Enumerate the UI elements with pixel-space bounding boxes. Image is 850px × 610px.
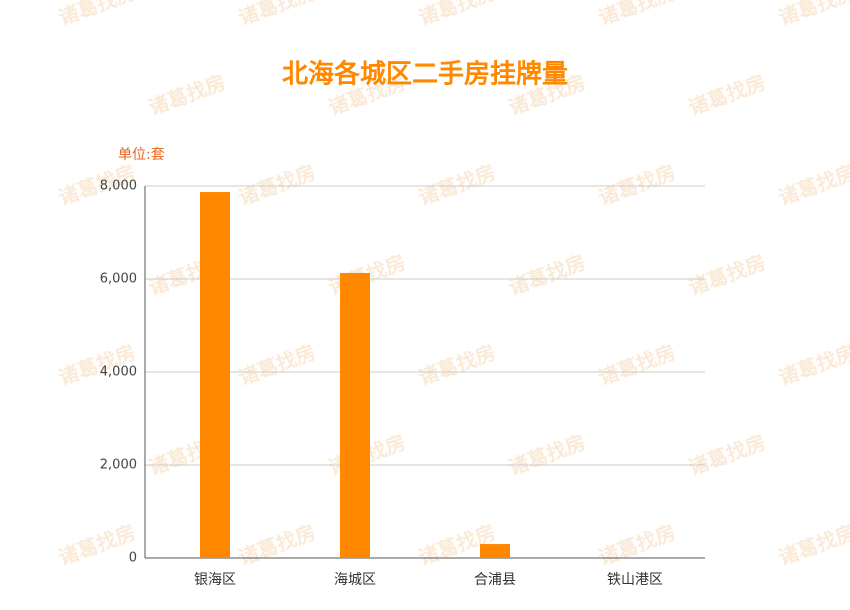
watermark: 诸葛找房 [55, 520, 138, 570]
x-tick-label: 银海区 [194, 572, 236, 588]
bar [340, 272, 370, 558]
watermark: 诸葛找房 [775, 340, 850, 390]
watermark: 诸葛找房 [595, 0, 678, 30]
x-tick-label: 合浦县 [474, 572, 516, 588]
watermark: 诸葛找房 [235, 0, 318, 30]
watermark: 诸葛找房 [415, 160, 498, 210]
y-tick-label: 2,000 [100, 458, 137, 473]
bar [480, 544, 510, 558]
watermark: 诸葛找房 [505, 430, 588, 480]
bar [200, 192, 230, 559]
x-tick-label: 铁山港区 [607, 572, 663, 588]
y-tick-label: 6,000 [100, 272, 137, 287]
watermark: 诸葛找房 [415, 0, 498, 30]
watermark: 诸葛找房 [595, 160, 678, 210]
y-unit-label: 单位:套 [118, 147, 165, 163]
watermark: 诸葛找房 [235, 160, 318, 210]
watermark: 诸葛找房 [595, 340, 678, 390]
x-tick-label: 海城区 [334, 572, 376, 588]
watermark: 诸葛找房 [595, 520, 678, 570]
chart-title: 北海各城区二手房挂牌量 [282, 59, 568, 90]
watermark: 诸葛找房 [685, 430, 768, 480]
y-tick-label: 0 [129, 551, 137, 566]
watermark: 诸葛找房 [685, 70, 768, 120]
y-tick-label: 4,000 [100, 365, 137, 380]
watermark: 诸葛找房 [415, 340, 498, 390]
watermark: 诸葛找房 [685, 250, 768, 300]
watermark: 诸葛找房 [775, 160, 850, 210]
watermark: 诸葛找房 [235, 340, 318, 390]
watermark: 诸葛找房 [775, 520, 850, 570]
y-tick-label: 8,000 [100, 179, 137, 194]
watermark: 诸葛找房 [235, 520, 318, 570]
watermark: 诸葛找房 [505, 250, 588, 300]
watermark: 诸葛找房 [55, 0, 138, 30]
watermark: 诸葛找房 [145, 70, 228, 120]
watermark: 诸葛找房 [775, 0, 850, 30]
